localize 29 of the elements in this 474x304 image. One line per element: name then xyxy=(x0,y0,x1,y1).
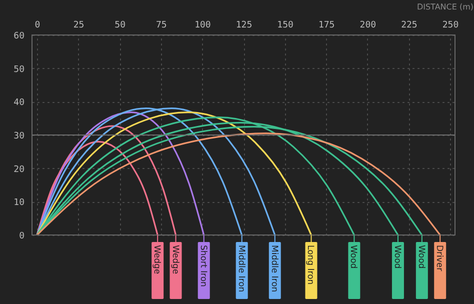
legend-label: Middle Iron xyxy=(268,245,279,292)
y-tick-label: 30 xyxy=(14,132,24,142)
y-tick-label: 50 xyxy=(14,64,24,75)
legend-label: Wedge xyxy=(170,245,180,274)
x-axis-title: DISTANCE (m) xyxy=(416,2,474,12)
legend-label: Short Iron xyxy=(198,245,208,287)
x-tick-label: 50 xyxy=(114,20,126,30)
x-tick-label: 250 xyxy=(442,20,459,30)
x-tick-label: 150 xyxy=(277,20,294,30)
legend-label: Middle Iron xyxy=(236,245,246,292)
x-tick-label: 75 xyxy=(156,20,167,30)
legend-label: Wood xyxy=(416,245,426,269)
y-tick-label: 10 xyxy=(14,198,24,208)
y-tick-label: 60 xyxy=(14,32,24,42)
legend-label: Long Iron xyxy=(305,245,316,285)
legend-label: Wood xyxy=(392,245,402,269)
legend-label: Driver xyxy=(434,245,444,272)
legend-label: Wedge xyxy=(152,245,162,274)
legend-label: Wood xyxy=(348,245,358,269)
x-tick-label: 175 xyxy=(318,20,335,30)
x-tick-label: 100 xyxy=(194,20,211,30)
x-tick-label: 125 xyxy=(236,20,252,30)
y-tick-label: 0 xyxy=(19,232,24,242)
x-tick-label: 200 xyxy=(360,20,376,30)
y-tick-label: 20 xyxy=(14,164,24,175)
x-tick-label: 25 xyxy=(73,20,84,30)
x-tick-label: 0 xyxy=(34,20,40,30)
y-tick-label: 40 xyxy=(14,98,24,108)
x-tick-label: 225 xyxy=(401,20,418,30)
